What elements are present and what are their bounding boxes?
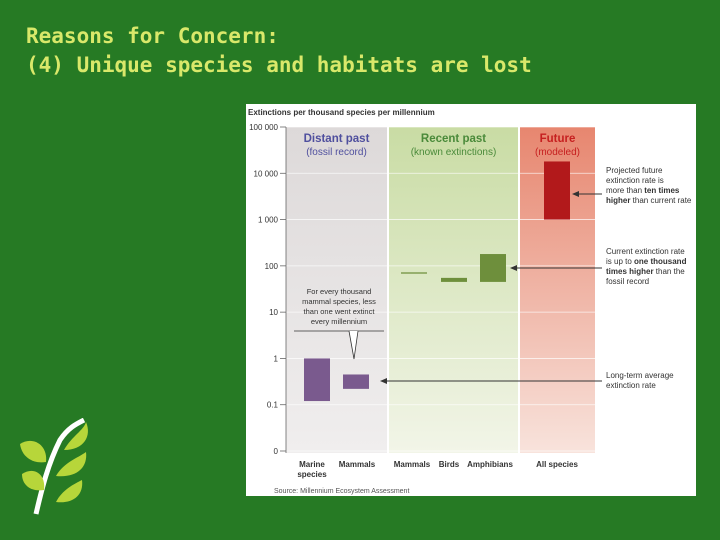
- projected-note-part: higher: [606, 196, 630, 205]
- bar-3: [441, 277, 467, 282]
- current-note: Current extinction rate: [606, 247, 685, 256]
- y-tick-label: 0.1: [267, 401, 279, 410]
- current-note-part: fossil record: [606, 277, 649, 286]
- current-note-part: times higher: [606, 267, 654, 276]
- extinction-rate-chart: Distant past (fossil record) Recent past (k…: [246, 104, 696, 496]
- leaf-logo-icon: [20, 418, 88, 515]
- projected-note: higher than current rate: [606, 196, 692, 205]
- slide-title-line-2: (4) Unique species and habitats are lost: [26, 53, 532, 77]
- longterm-arrow-head: [380, 378, 387, 384]
- y-tick-label: 100: [265, 262, 279, 271]
- y-tick-label: 1: [274, 354, 279, 363]
- x-label-3: Birds: [439, 460, 460, 469]
- y-tick-label: 10 000: [254, 169, 279, 178]
- x-label-4: Amphibians: [467, 460, 513, 469]
- fossil-note-line: every millennium: [311, 317, 367, 326]
- x-label-0: Marine: [299, 460, 325, 469]
- projected-note-part: ten times: [644, 186, 680, 195]
- longterm-note: extinction rate: [606, 381, 656, 390]
- panel-subtitle-future: (modeled): [535, 147, 580, 158]
- slide-title: Reasons for Concern: (4) Unique species …: [26, 22, 706, 80]
- projected-note: more than ten times: [606, 186, 680, 195]
- current-note: times higher than the: [606, 267, 685, 276]
- projected-arrow-head: [572, 191, 579, 197]
- fossil-note-line: For every thousand: [307, 287, 372, 296]
- projected-note-part: more than: [606, 186, 644, 195]
- current-note-part: than the: [654, 267, 686, 276]
- current-note: is up to one thousand: [606, 257, 687, 266]
- x-label-5: All species: [536, 460, 578, 469]
- panel-recent: [389, 127, 518, 453]
- y-tick-label: 100 000: [249, 123, 278, 132]
- current-arrow-head: [510, 265, 517, 271]
- longterm-note-part: extinction rate: [606, 381, 656, 390]
- projected-note: extinction rate is: [606, 176, 664, 185]
- fossil-note-pointer: [348, 330, 359, 360]
- bar-1: [343, 374, 369, 389]
- panel-title-future: Future: [540, 133, 576, 145]
- longterm-note-part: Long-term average: [606, 371, 674, 380]
- panel-title-past: Distant past: [304, 133, 370, 145]
- bar-4: [480, 254, 506, 282]
- source-note: Source: Millennium Ecosystem Assessment: [274, 488, 409, 495]
- current-note-part: Current extinction rate: [606, 247, 685, 256]
- projected-note: Projected future: [606, 166, 663, 175]
- x-label-1: Mammals: [339, 460, 376, 469]
- panel-past: [286, 127, 387, 453]
- y-tick-label: 1 000: [258, 216, 279, 225]
- current-note-part: is up to: [606, 257, 634, 266]
- slide-title-line-1: Reasons for Concern:: [26, 24, 279, 48]
- bar-0: [304, 358, 330, 402]
- panel-subtitle-past: (fossil record): [306, 147, 367, 158]
- chart-canvas: Distant past (fossil record) Recent past (k…: [248, 108, 692, 495]
- current-note: fossil record: [606, 277, 649, 286]
- longterm-note: Long-term average: [606, 371, 674, 380]
- chart-title: Extinctions per thousand species per mil…: [248, 108, 435, 117]
- current-note-part: one thousand: [634, 257, 687, 266]
- panel-subtitle-recent: (known extinctions): [411, 147, 497, 158]
- projected-note-part: Projected future: [606, 166, 663, 175]
- y-tick-label: 10: [269, 308, 278, 317]
- fossil-note-line: mammal species, less: [302, 297, 376, 306]
- y-tick-label: 0: [274, 447, 279, 456]
- projected-note-part: extinction rate is: [606, 176, 664, 185]
- x-label-0: species: [297, 470, 327, 479]
- x-label-2: Mammals: [394, 460, 431, 469]
- panel-title-recent: Recent past: [421, 133, 486, 145]
- fossil-note-line: than one went extinct: [304, 307, 376, 316]
- projected-note-part: than current rate: [630, 196, 691, 205]
- bar-5: [544, 161, 570, 220]
